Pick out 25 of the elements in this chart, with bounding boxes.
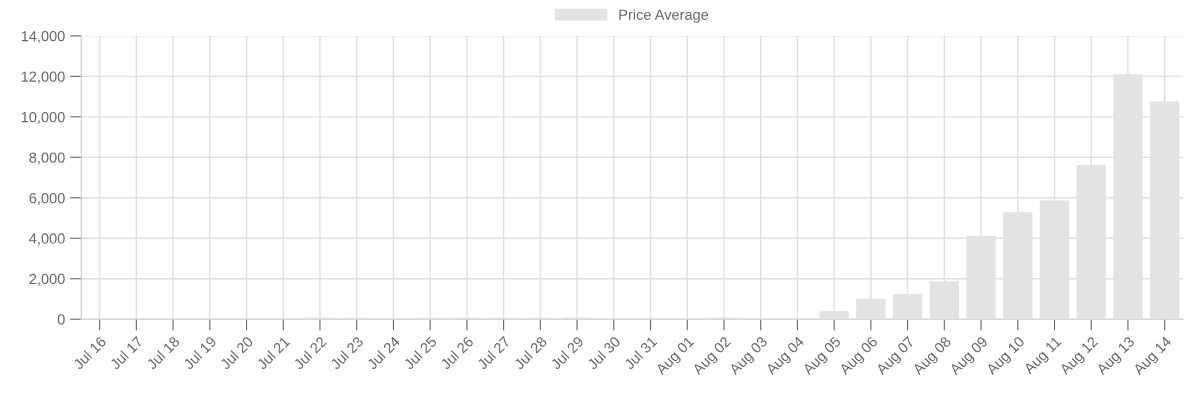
y-tick-label: 14,000 — [21, 31, 65, 44]
x-tick-label: Jul 17 — [109, 335, 144, 371]
x-tick-label: Jul 27 — [476, 335, 511, 371]
y-tick-label: 8,000 — [29, 152, 65, 165]
x-tick-label: Jul 26 — [439, 335, 475, 371]
x-tick-label: Jul 31 — [623, 335, 658, 371]
y-tick-label: 12,000 — [21, 71, 65, 84]
x-tick-label: Jul 23 — [329, 335, 364, 371]
y-tick-label: 0 — [57, 314, 65, 325]
x-tick-label: Jul 16 — [72, 335, 107, 371]
y-tick-label: 4,000 — [29, 233, 65, 246]
x-tick-label: Jul 29 — [549, 335, 585, 371]
x-tick-label: Jul 19 — [182, 335, 217, 371]
x-tick-label: Jul 22 — [292, 335, 328, 371]
y-tick-label: 2,000 — [29, 273, 65, 286]
x-tick-label: Jul 24 — [366, 335, 401, 371]
x-tick-label: Jul 25 — [402, 335, 438, 371]
x-tick-label: Jul 28 — [512, 335, 548, 371]
x-tick-label: Jul 20 — [219, 335, 254, 371]
y-tick-label: 10,000 — [21, 111, 65, 124]
x-tick-label: Jul 21 — [255, 335, 291, 371]
legend-label: Price Average — [619, 9, 709, 23]
x-tick-label: Jul 30 — [586, 335, 621, 371]
y-tick-label: 6,000 — [29, 192, 65, 205]
x-tick-label: Jul 18 — [145, 335, 181, 371]
